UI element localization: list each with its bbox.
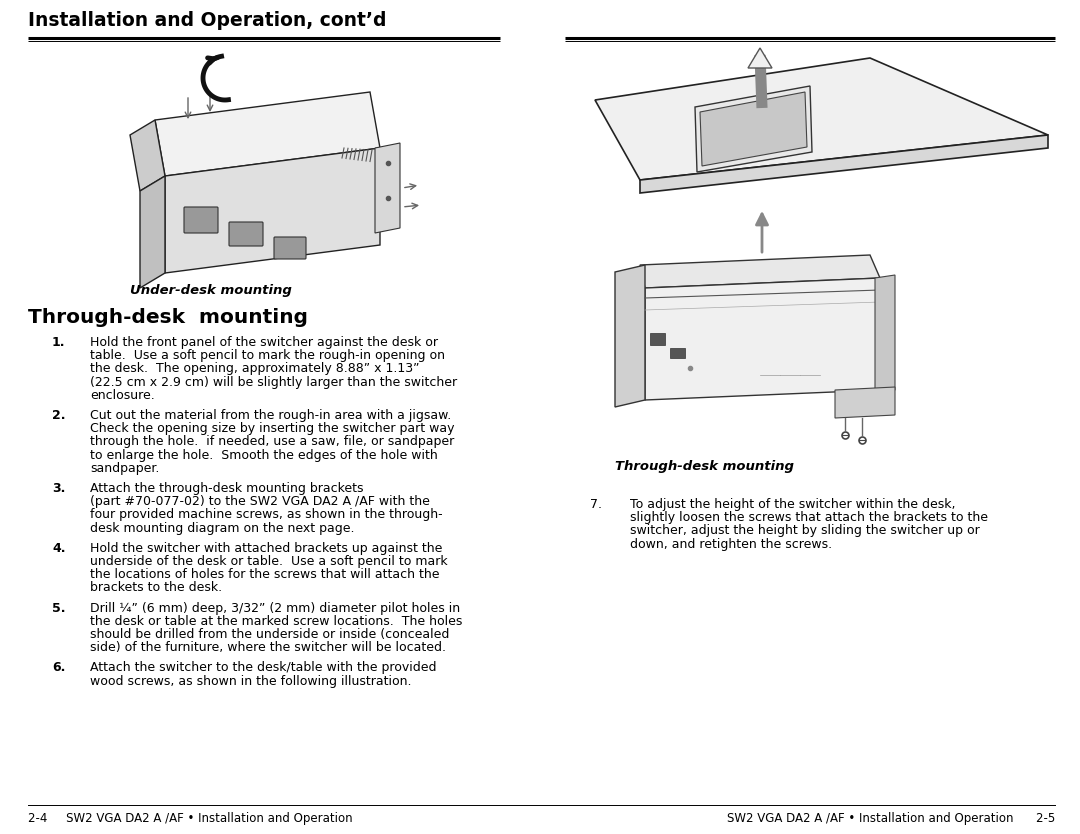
Text: Under-desk mounting: Under-desk mounting <box>130 284 292 297</box>
Polygon shape <box>130 120 165 191</box>
Polygon shape <box>615 265 645 407</box>
Polygon shape <box>696 86 812 172</box>
FancyBboxPatch shape <box>274 237 306 259</box>
Text: sandpaper.: sandpaper. <box>90 462 160 475</box>
Text: Check the opening size by inserting the switcher part way: Check the opening size by inserting the … <box>90 422 455 435</box>
Bar <box>670 348 685 358</box>
Text: Through-desk mounting: Through-desk mounting <box>615 460 794 473</box>
Polygon shape <box>156 92 380 176</box>
Text: 6.: 6. <box>52 661 66 675</box>
Text: 2-4     SW2 VGA DA2 A /AF • Installation and Operation: 2-4 SW2 VGA DA2 A /AF • Installation and… <box>28 812 353 825</box>
Text: table.  Use a soft pencil to mark the rough-in opening on: table. Use a soft pencil to mark the rou… <box>90 349 445 362</box>
Text: should be drilled from the underside or inside (concealed: should be drilled from the underside or … <box>90 628 449 641</box>
Polygon shape <box>645 278 880 400</box>
Polygon shape <box>640 135 1048 193</box>
Text: 3.: 3. <box>52 482 66 495</box>
Polygon shape <box>165 148 380 273</box>
Text: Attach the switcher to the desk/table with the provided: Attach the switcher to the desk/table wi… <box>90 661 436 675</box>
Polygon shape <box>140 176 165 288</box>
Text: 2.: 2. <box>52 409 66 422</box>
Text: Hold the switcher with attached brackets up against the: Hold the switcher with attached brackets… <box>90 542 443 555</box>
Bar <box>650 333 665 345</box>
Text: 5.: 5. <box>52 601 66 615</box>
Polygon shape <box>700 92 807 166</box>
Text: through the hole.  if needed, use a saw, file, or sandpaper: through the hole. if needed, use a saw, … <box>90 435 455 449</box>
Polygon shape <box>875 275 895 393</box>
Text: To adjust the height of the switcher within the desk,: To adjust the height of the switcher wit… <box>630 498 956 511</box>
Text: switcher, adjust the height by sliding the switcher up or: switcher, adjust the height by sliding t… <box>630 525 980 537</box>
Text: down, and retighten the screws.: down, and retighten the screws. <box>630 538 832 550</box>
Text: (22.5 cm x 2.9 cm) will be slightly larger than the switcher: (22.5 cm x 2.9 cm) will be slightly larg… <box>90 375 457 389</box>
Polygon shape <box>748 48 772 68</box>
Text: desk mounting diagram on the next page.: desk mounting diagram on the next page. <box>90 521 354 535</box>
Text: 7.: 7. <box>590 498 602 511</box>
Text: the desk.  The opening, approximately 8.88” x 1.13”: the desk. The opening, approximately 8.8… <box>90 363 419 375</box>
Text: SW2 VGA DA2 A /AF • Installation and Operation      2-5: SW2 VGA DA2 A /AF • Installation and Ope… <box>727 812 1055 825</box>
FancyBboxPatch shape <box>229 222 264 246</box>
Polygon shape <box>640 255 880 288</box>
FancyBboxPatch shape <box>184 207 218 233</box>
Text: Installation and Operation, cont’d: Installation and Operation, cont’d <box>28 11 387 30</box>
Text: (part #70-077-02) to the SW2 VGA DA2 A /AF with the: (part #70-077-02) to the SW2 VGA DA2 A /… <box>90 495 430 508</box>
Text: four provided machine screws, as shown in the through-: four provided machine screws, as shown i… <box>90 509 443 521</box>
Text: Cut out the material from the rough-in area with a jigsaw.: Cut out the material from the rough-in a… <box>90 409 451 422</box>
Polygon shape <box>375 143 400 233</box>
Text: the desk or table at the marked screw locations.  The holes: the desk or table at the marked screw lo… <box>90 615 462 628</box>
Text: slightly loosen the screws that attach the brackets to the: slightly loosen the screws that attach t… <box>630 511 988 525</box>
Text: Hold the front panel of the switcher against the desk or: Hold the front panel of the switcher aga… <box>90 336 438 349</box>
Polygon shape <box>835 387 895 418</box>
Text: Drill ¼” (6 mm) deep, 3/32” (2 mm) diameter pilot holes in: Drill ¼” (6 mm) deep, 3/32” (2 mm) diame… <box>90 601 460 615</box>
Text: Attach the through-desk mounting brackets: Attach the through-desk mounting bracket… <box>90 482 364 495</box>
Text: side) of the furniture, where the switcher will be located.: side) of the furniture, where the switch… <box>90 641 446 654</box>
Text: Through-desk  mounting: Through-desk mounting <box>28 308 308 327</box>
Text: the locations of holes for the screws that will attach the: the locations of holes for the screws th… <box>90 568 440 581</box>
Text: brackets to the desk.: brackets to the desk. <box>90 581 222 595</box>
Text: 4.: 4. <box>52 542 66 555</box>
Polygon shape <box>595 58 1048 180</box>
Text: underside of the desk or table.  Use a soft pencil to mark: underside of the desk or table. Use a so… <box>90 555 447 568</box>
Text: enclosure.: enclosure. <box>90 389 154 402</box>
Text: to enlarge the hole.  Smooth the edges of the hole with: to enlarge the hole. Smooth the edges of… <box>90 449 437 461</box>
Text: wood screws, as shown in the following illustration.: wood screws, as shown in the following i… <box>90 675 411 687</box>
Text: 1.: 1. <box>52 336 66 349</box>
